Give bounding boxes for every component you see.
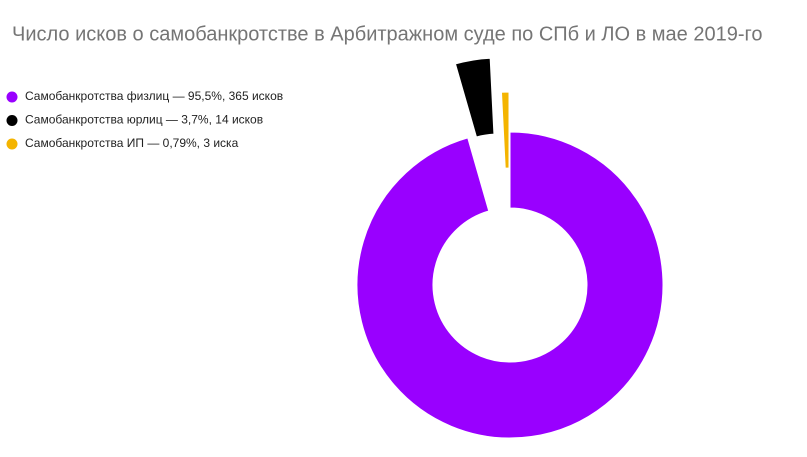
legend-swatch xyxy=(6,138,18,150)
donut-slice xyxy=(356,131,664,439)
donut-slice xyxy=(454,57,495,138)
legend-label: Самобанкротства физлиц — 95,5%, 365 иско… xyxy=(25,89,283,103)
legend-label: Самобанкротства юрлиц — 3,7%, 14 исков xyxy=(25,113,263,127)
legend-label: Самобанкротства ИП — 0,79%, 3 иска xyxy=(25,136,239,150)
legend-swatch xyxy=(6,115,18,126)
donut-slice xyxy=(500,91,510,169)
chart-title: Число исков о самобанкротстве в Арбитраж… xyxy=(12,23,763,45)
legend-swatch xyxy=(6,91,18,103)
